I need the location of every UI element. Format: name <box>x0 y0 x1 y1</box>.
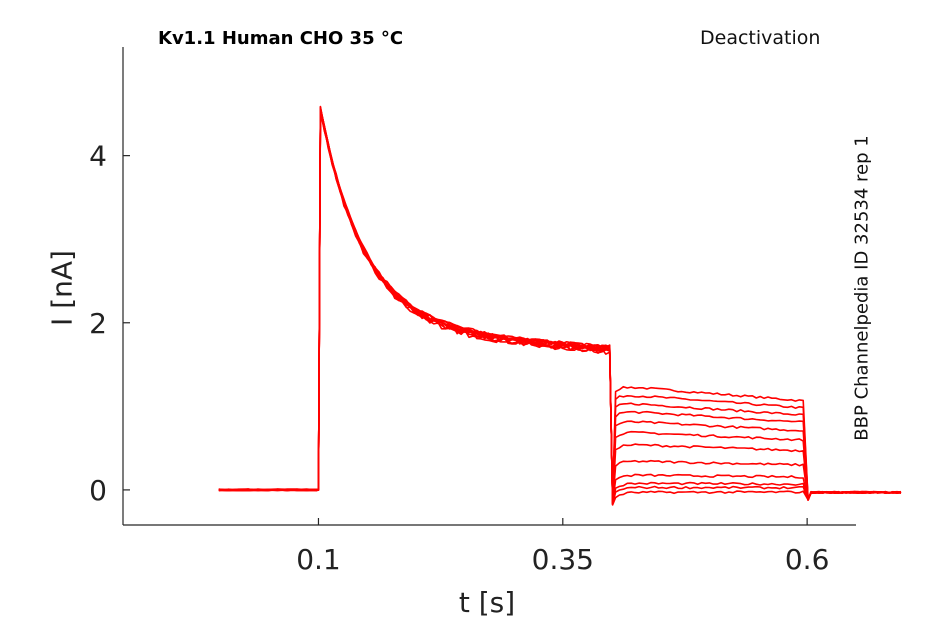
y-tick-label: 0 <box>89 474 107 507</box>
current-trace <box>218 105 901 505</box>
current-trace <box>218 107 902 505</box>
x-tick-label: 0.1 <box>296 543 341 576</box>
current-trace <box>218 108 902 503</box>
current-trace <box>218 107 902 506</box>
x-tick-label: 0.6 <box>785 543 830 576</box>
y-tick-label: 2 <box>89 307 107 340</box>
current-trace <box>218 108 902 502</box>
y-axis-label: I [nA] <box>45 250 79 326</box>
current-trace <box>218 107 902 504</box>
y-tick-label: 4 <box>89 140 107 173</box>
current-trace <box>218 107 902 506</box>
current-trace <box>218 108 902 505</box>
chart-title: Kv1.1 Human CHO 35 °C <box>158 28 404 49</box>
current-trace <box>218 107 902 504</box>
current-traces <box>218 105 902 506</box>
current-trace <box>218 106 902 502</box>
current-trace <box>218 111 902 504</box>
source-label: BBP Channelpedia ID 32534 rep 1 <box>851 135 873 441</box>
current-trace <box>218 111 902 503</box>
x-axis-label: t [s] <box>458 586 516 619</box>
protocol-label: Deactivation <box>700 27 821 49</box>
x-tick-label: 0.35 <box>532 543 594 576</box>
axes: 0.1 0.35 0.6 0 2 4 <box>89 47 856 576</box>
